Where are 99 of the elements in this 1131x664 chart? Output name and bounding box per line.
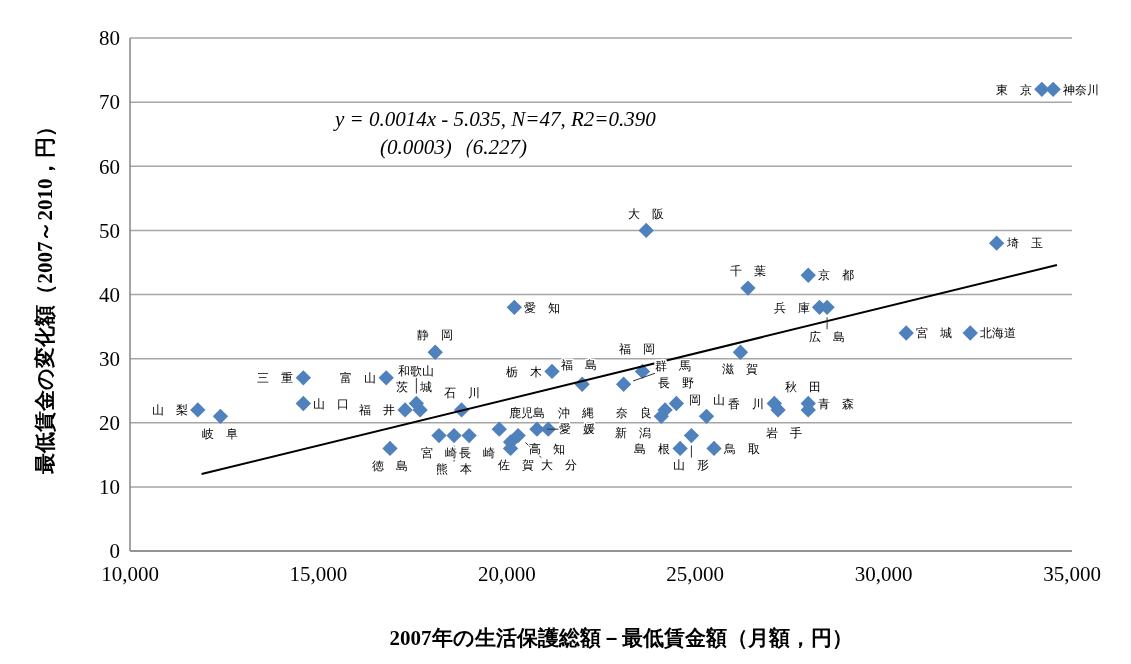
x-tick-label: 30,000 — [854, 562, 913, 586]
annotation: 大 阪 — [628, 206, 665, 221]
point — [397, 402, 413, 418]
y-tick-label: 0 — [109, 539, 120, 564]
y-axis-title: 最低賃金の変化額（2007～2010，円） — [33, 115, 57, 475]
point — [412, 402, 428, 418]
annotation: 青 森 — [818, 396, 855, 411]
y-tick-label: 10 — [99, 475, 120, 500]
annotation: 奈 良 — [616, 405, 653, 420]
point — [1045, 81, 1061, 97]
point — [770, 402, 786, 418]
annotation: 長 野 — [658, 375, 695, 390]
point — [461, 427, 477, 444]
y-tick-label: 30 — [99, 346, 120, 371]
annotation: 群 馬 — [655, 359, 692, 374]
point — [1034, 81, 1050, 97]
y-tick-label: 70 — [99, 90, 120, 115]
point — [295, 395, 311, 412]
annotation: 長 崎 — [459, 445, 496, 460]
point — [510, 427, 526, 444]
annotation: 富 山 — [340, 371, 377, 386]
y-tick-label: 20 — [99, 411, 120, 436]
annotation: 岩 手 — [765, 425, 802, 440]
annotation: 栃 木 — [506, 364, 543, 379]
annotation: 東 京 — [995, 82, 1032, 97]
point — [544, 363, 560, 380]
x-tick-label: 35,000 — [1043, 562, 1101, 586]
annotation: 佐 賀 — [498, 457, 535, 472]
point — [506, 299, 523, 315]
annotation: 新 潟 — [615, 425, 652, 440]
annotation: 愛 媛 — [558, 422, 595, 437]
x-tick-label: 25,000 — [666, 562, 725, 586]
annotation: 熊 本 — [436, 461, 473, 476]
annotation: 福 島 — [561, 357, 598, 372]
x-tick-label: 15,000 — [289, 562, 348, 586]
point — [672, 440, 688, 457]
annotation: 山 口 — [313, 396, 350, 411]
point — [491, 421, 507, 437]
annotation: 茨 城 — [396, 380, 433, 395]
point — [212, 408, 229, 425]
annotation: 岡 山 — [688, 392, 725, 407]
annotation: 京 都 — [818, 268, 855, 283]
annotation: 愛 知 — [524, 300, 561, 315]
annotation: 徳 島 — [371, 458, 408, 473]
point — [800, 267, 816, 283]
point — [446, 427, 462, 444]
annotation: 山 梨 — [151, 403, 188, 418]
annotation: 宮 城 — [916, 326, 953, 341]
annotation: 香 川 — [728, 396, 765, 411]
point — [431, 427, 447, 444]
annotation: 神奈川 — [1063, 82, 1100, 97]
point — [295, 370, 311, 386]
annotation: 秋 田 — [784, 380, 821, 395]
x-axis-title: 2007年の生活保護総額－最低賃金額（月額，円） — [389, 626, 853, 650]
point — [698, 408, 715, 425]
x-tick-label: 10,000 — [101, 562, 159, 586]
annotation: 和歌山 — [398, 363, 435, 378]
y-tick-label: 40 — [99, 282, 120, 307]
annotation: 沖 縄 — [558, 406, 595, 421]
annotation: 宮 崎 — [420, 445, 457, 460]
point — [740, 280, 756, 296]
annotation: 高 知 — [528, 441, 565, 456]
point — [378, 370, 394, 386]
annotation: 山 形 — [673, 457, 710, 472]
annotation: 福 井 — [359, 403, 396, 418]
point — [898, 325, 914, 341]
annotation: 北海道 — [980, 326, 1017, 341]
annotation: 島 根 — [634, 441, 671, 456]
annotation: 埼 玉 — [1005, 236, 1043, 251]
y-tick-label: 60 — [99, 154, 120, 179]
point — [638, 222, 654, 239]
annotation: 広 島 — [809, 329, 846, 344]
point — [962, 325, 978, 341]
annotation: 三 重 — [257, 371, 294, 386]
point — [988, 235, 1005, 251]
y-tick-label: 80 — [99, 26, 120, 51]
annotation: (0.0003)（6.227) — [380, 135, 527, 159]
point — [706, 440, 722, 457]
annotation: 大 分 — [541, 457, 578, 472]
annotation: 千 葉 — [729, 264, 766, 279]
annotation: 静 岡 — [417, 328, 454, 343]
point — [615, 376, 632, 392]
annotation: 鳥 取 — [723, 441, 761, 456]
point — [382, 440, 398, 457]
point — [540, 421, 556, 437]
annotation: 石 川 — [443, 386, 480, 401]
y-tick-label: 50 — [99, 218, 120, 243]
annotation: 岐 阜 — [202, 426, 239, 441]
point — [427, 344, 443, 360]
point — [190, 402, 206, 418]
x-tick-label: 20,000 — [477, 562, 536, 586]
annotation: 兵 庫 — [773, 300, 810, 315]
point — [732, 344, 749, 360]
annotation: y = 0.0014x - 5.035, N=47, R2=0.390 — [333, 107, 657, 131]
point — [683, 427, 700, 444]
annotation: 滋 賀 — [722, 362, 759, 377]
annotation: 鹿児島 — [509, 406, 546, 421]
annotation: 福 岡 — [618, 341, 655, 356]
point — [668, 395, 685, 412]
